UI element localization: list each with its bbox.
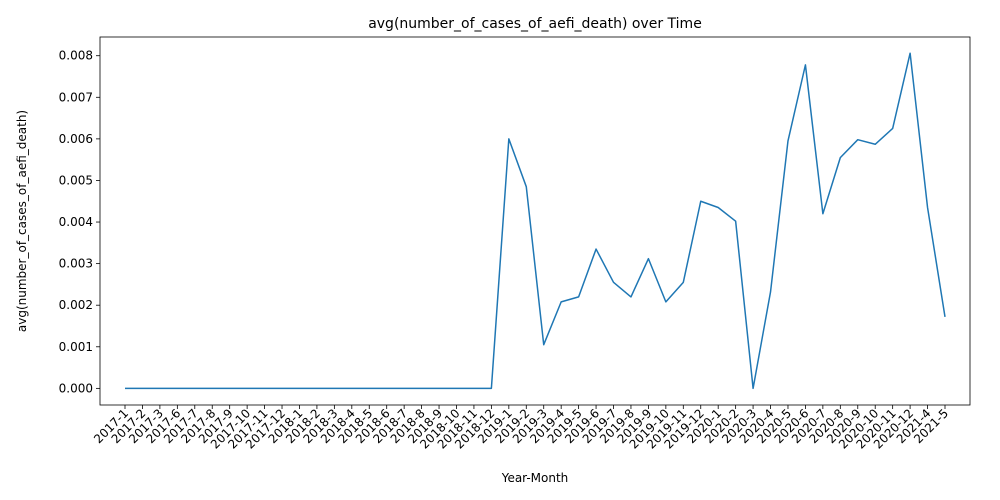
data-point: [857, 139, 859, 141]
data-point: [333, 387, 335, 389]
data-point: [473, 387, 475, 389]
data-point: [246, 387, 248, 389]
data-point: [909, 52, 911, 54]
data-point: [176, 387, 178, 389]
data-point: [612, 281, 614, 283]
data-point: [717, 206, 719, 208]
data-point: [124, 387, 126, 389]
y-tick-label: 0.007: [59, 90, 93, 104]
data-point: [752, 387, 754, 389]
data-point: [891, 127, 893, 129]
data-point: [665, 301, 667, 303]
data-point: [141, 387, 143, 389]
y-tick-label: 0.002: [59, 298, 93, 312]
data-line: [125, 52, 946, 390]
data-point: [944, 316, 946, 318]
data-point: [194, 387, 196, 389]
data-point: [490, 387, 492, 389]
data-point: [438, 387, 440, 389]
data-point: [281, 387, 283, 389]
data-point: [508, 138, 510, 140]
y-tick-label: 0.001: [59, 340, 93, 354]
y-tick-label: 0.008: [59, 49, 93, 63]
y-axis-title: avg(number_of_cases_of_aefi_death): [15, 110, 29, 332]
data-point: [228, 387, 230, 389]
data-point: [525, 185, 527, 187]
data-point: [368, 387, 370, 389]
data-point: [316, 387, 318, 389]
data-point: [682, 281, 684, 283]
chart-title: avg(number_of_cases_of_aefi_death) over …: [368, 16, 702, 32]
data-point: [647, 257, 649, 259]
data-point: [298, 387, 300, 389]
data-point: [822, 213, 824, 215]
data-point: [211, 387, 213, 389]
data-point: [630, 296, 632, 298]
x-axis-title: Year-Month: [501, 471, 569, 485]
data-point: [351, 387, 353, 389]
data-point: [769, 291, 771, 293]
data-point: [874, 143, 876, 145]
data-point: [543, 344, 545, 346]
data-point: [700, 200, 702, 202]
y-tick-label: 0.003: [59, 257, 93, 271]
data-point: [159, 387, 161, 389]
data-point: [560, 301, 562, 303]
data-point: [455, 387, 457, 389]
data-point: [595, 248, 597, 250]
y-tick-label: 0.006: [59, 132, 93, 146]
data-point: [263, 387, 265, 389]
data-point: [926, 206, 928, 208]
data-point: [804, 64, 806, 66]
y-tick-label: 0.004: [59, 215, 93, 229]
data-point: [787, 140, 789, 142]
y-tick-label: 0.005: [59, 173, 93, 187]
data-point: [577, 296, 579, 298]
data-point: [839, 156, 841, 158]
plot-frame: [99, 36, 971, 406]
data-point: [734, 220, 736, 222]
y-tick-label: 0.000: [59, 381, 93, 395]
data-point: [403, 387, 405, 389]
data-point: [386, 387, 388, 389]
data-point: [420, 387, 422, 389]
plot-area: 0.000 0.001 0.002 0.003 0.004 0.005 0.006 0.007…: [59, 36, 971, 452]
